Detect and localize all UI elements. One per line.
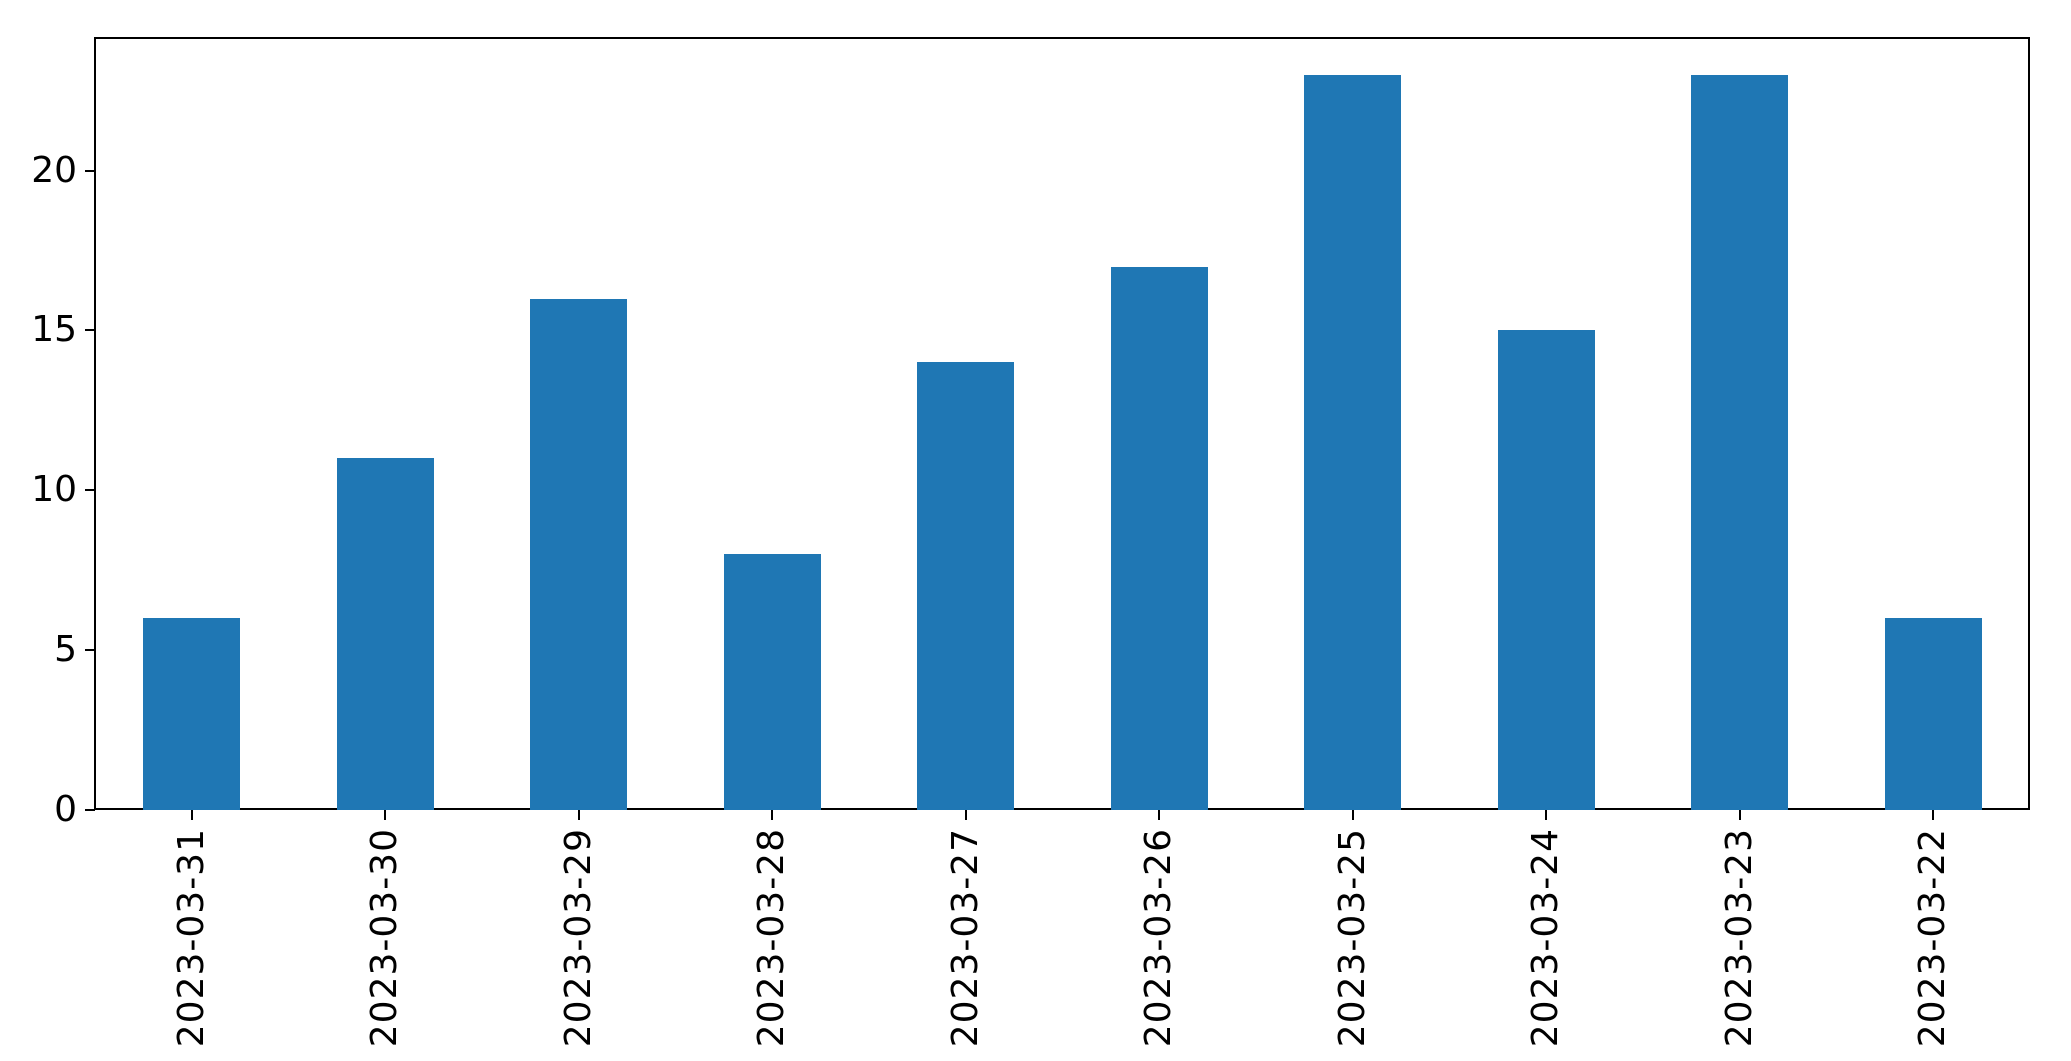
x-tick-mark: [771, 810, 774, 820]
x-tick-mark: [384, 810, 387, 820]
y-tick-mark: [85, 809, 95, 811]
y-tick-mark: [85, 329, 95, 332]
x-tick-label: 2023-03-22: [1912, 828, 1954, 1048]
x-tick-mark: [1738, 810, 1741, 820]
bar: [336, 458, 434, 810]
bar: [917, 362, 1015, 810]
y-tick-label: 15: [31, 309, 77, 351]
bar: [143, 618, 241, 810]
x-tick-mark: [1545, 810, 1548, 820]
x-tick-label: 2023-03-26: [1138, 828, 1180, 1048]
x-tick-mark: [1932, 810, 1935, 820]
y-tick-mark: [85, 169, 95, 172]
bar: [1110, 266, 1208, 810]
bar: [1884, 618, 1982, 810]
x-tick-mark: [577, 810, 580, 820]
x-tick-label: 2023-03-31: [170, 828, 212, 1048]
x-tick-label: 2023-03-27: [944, 828, 986, 1048]
x-tick-label: 2023-03-23: [1718, 828, 1760, 1048]
y-tick-label: 5: [54, 629, 77, 671]
x-tick-mark: [1158, 810, 1161, 820]
y-tick-mark: [85, 649, 95, 652]
x-tick-label: 2023-03-29: [557, 828, 599, 1048]
x-tick-mark: [190, 810, 193, 820]
x-tick-label: 2023-03-28: [751, 828, 793, 1048]
y-tick-mark: [85, 489, 95, 492]
x-tick-label: 2023-03-25: [1331, 828, 1373, 1048]
bar: [723, 554, 821, 810]
y-tick-label: 10: [31, 469, 77, 511]
x-tick-label: 2023-03-24: [1525, 828, 1567, 1048]
y-tick-label: 20: [31, 149, 77, 191]
x-tick-mark: [964, 810, 967, 820]
bar: [530, 298, 628, 810]
bar: [1304, 74, 1402, 810]
bar: [1691, 74, 1789, 810]
x-tick-mark: [1351, 810, 1354, 820]
bar: [1497, 330, 1595, 810]
x-tick-label: 2023-03-30: [364, 828, 406, 1048]
y-tick-label: 0: [54, 789, 77, 830]
